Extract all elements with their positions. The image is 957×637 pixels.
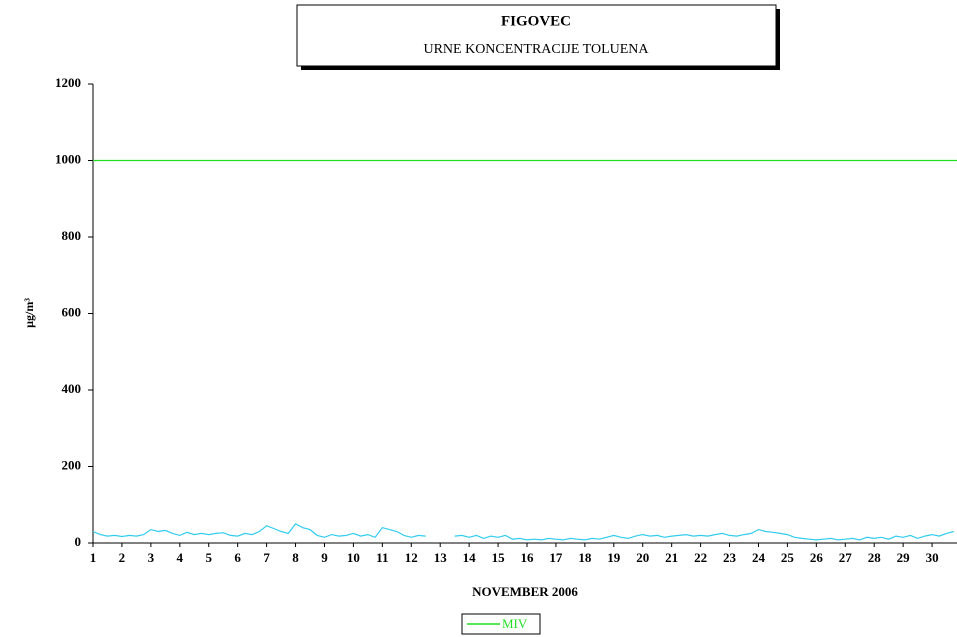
x-tick-label: 22 — [694, 550, 707, 565]
title-box — [296, 4, 777, 67]
x-tick-label: 15 — [492, 550, 506, 565]
x-tick-label: 30 — [926, 550, 939, 565]
x-tick-label: 13 — [434, 550, 448, 565]
y-tick-label: 1200 — [55, 75, 81, 90]
x-tick-label: 23 — [723, 550, 737, 565]
legend-label: MIV — [502, 616, 528, 631]
x-tick-label: 16 — [521, 550, 535, 565]
chart-title: FIGOVEC — [501, 13, 571, 29]
x-tick-label: 3 — [148, 550, 155, 565]
x-tick-label: 6 — [234, 550, 241, 565]
x-tick-label: 5 — [205, 550, 212, 565]
x-tick-label: 4 — [177, 550, 184, 565]
x-tick-label: 29 — [897, 550, 911, 565]
x-tick-label: 25 — [781, 550, 795, 565]
x-tick-label: 20 — [636, 550, 649, 565]
x-tick-label: 10 — [347, 550, 360, 565]
x-axis-label: NOVEMBER 2006 — [472, 584, 578, 599]
x-tick-label: 12 — [405, 550, 418, 565]
chart-subtitle: URNE KONCENTRACIJE TOLUENA — [423, 42, 649, 57]
x-tick-label: 28 — [868, 550, 882, 565]
y-tick-label: 800 — [62, 228, 82, 243]
y-tick-label: 200 — [62, 457, 82, 472]
x-tick-label: 19 — [607, 550, 621, 565]
x-tick-label: 9 — [321, 550, 328, 565]
x-tick-label: 8 — [292, 550, 299, 565]
x-tick-label: 27 — [839, 550, 853, 565]
x-tick-label: 17 — [549, 550, 563, 565]
x-tick-label: 26 — [810, 550, 824, 565]
x-tick-label: 11 — [376, 550, 388, 565]
y-tick-label: 600 — [62, 304, 82, 319]
series-line — [92, 523, 954, 541]
y-tick-label: 1000 — [55, 151, 81, 166]
legend-box — [461, 613, 541, 635]
x-tick-label: 7 — [263, 550, 270, 565]
x-tick-label: 18 — [578, 550, 592, 565]
y-tick-label: 400 — [62, 381, 82, 396]
y-axis-label: µg/m³ — [22, 298, 36, 328]
x-tick-label: 2 — [119, 550, 126, 565]
x-tick-label: 21 — [665, 550, 678, 565]
x-tick-label: 1 — [90, 550, 97, 565]
y-tick-label: 0 — [75, 534, 82, 549]
x-tick-label: 14 — [463, 550, 477, 565]
x-tick-label: 24 — [752, 550, 766, 565]
